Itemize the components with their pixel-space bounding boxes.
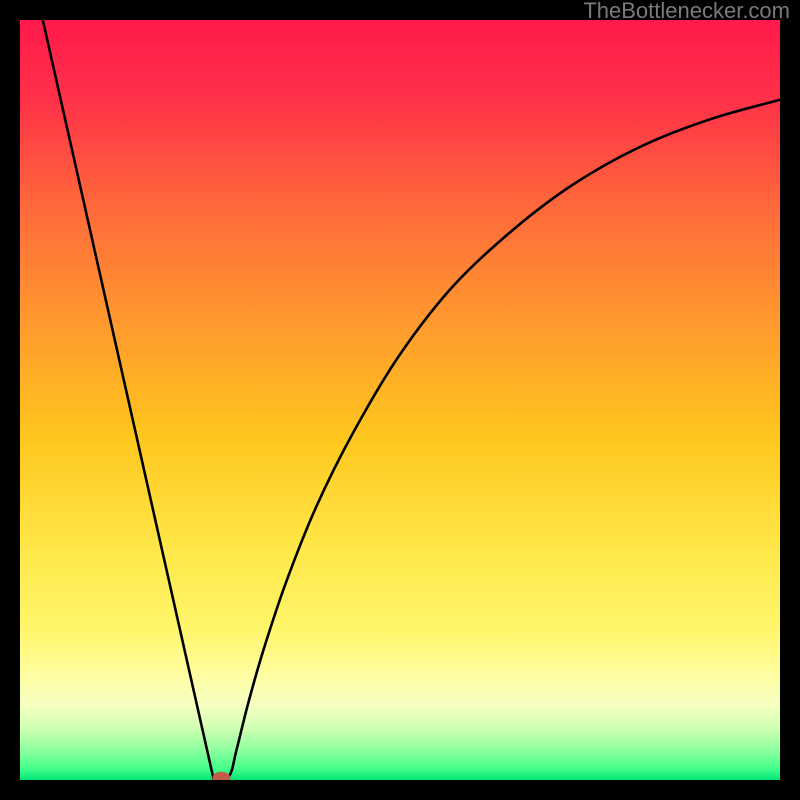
bottleneck-curve bbox=[43, 20, 780, 780]
chart-container: { "canvas": { "width": 800, "height": 80… bbox=[0, 0, 800, 800]
watermark-text: TheBottlenecker.com bbox=[583, 0, 790, 24]
plot-area bbox=[20, 20, 780, 780]
min-marker bbox=[212, 772, 230, 780]
curve-svg bbox=[20, 20, 780, 780]
